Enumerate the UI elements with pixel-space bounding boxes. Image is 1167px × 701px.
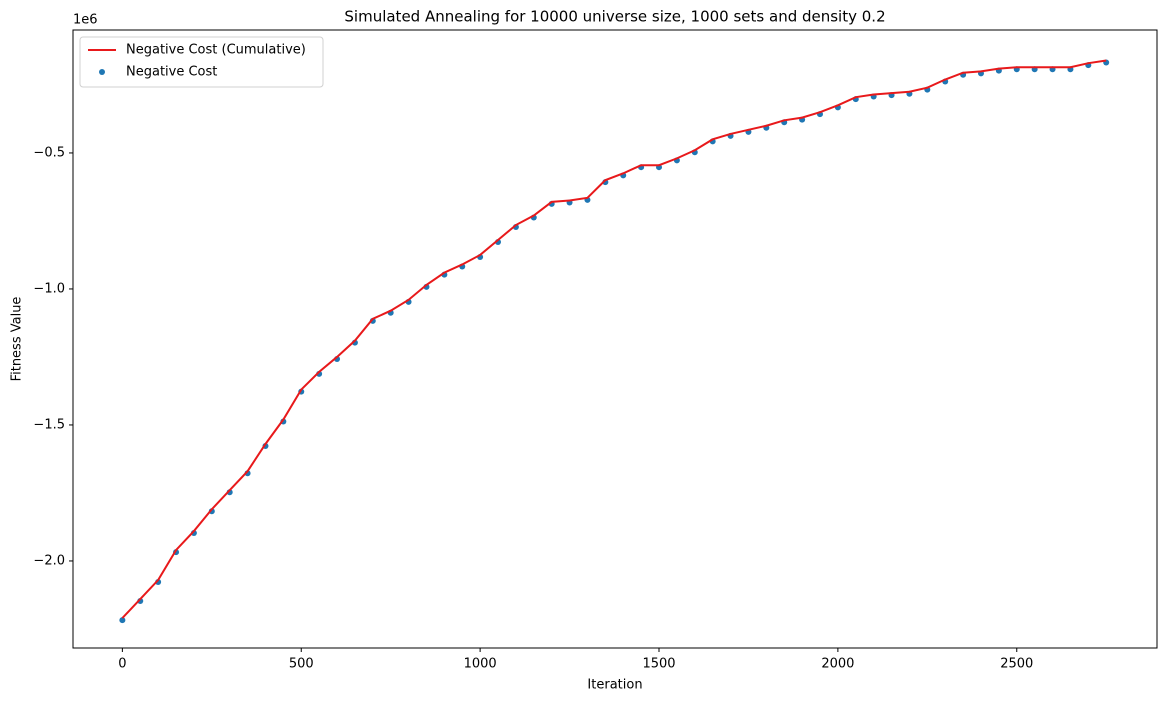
x-axis-label: Iteration	[587, 678, 642, 693]
y-tick-label: −1.5	[33, 417, 65, 432]
scatter-point	[119, 617, 126, 624]
y-tick-label: −1.0	[33, 281, 65, 296]
legend-box	[79, 36, 324, 88]
x-tick-label: 1500	[642, 657, 675, 672]
y-offset-label: 1e6	[73, 13, 98, 28]
line-series	[121, 59, 1107, 619]
chart-title: Simulated Annealing for 10000 universe s…	[344, 8, 885, 26]
y-axis-label: Fitness Value	[10, 297, 25, 382]
x-tick-label: 0	[118, 657, 126, 672]
plot-frame	[72, 29, 1158, 649]
legend-label: Negative Cost (Cumulative)	[126, 43, 306, 58]
y-tick-label: −2.0	[33, 553, 65, 568]
x-tick-label: 2500	[1000, 657, 1033, 672]
y-tick-label: −0.5	[33, 145, 65, 160]
legend-swatch	[99, 69, 105, 75]
x-tick-label: 500	[289, 657, 314, 672]
x-tick-label: 1000	[464, 657, 497, 672]
legend-label: Negative Cost	[126, 65, 217, 80]
x-tick-label: 2000	[821, 657, 854, 672]
